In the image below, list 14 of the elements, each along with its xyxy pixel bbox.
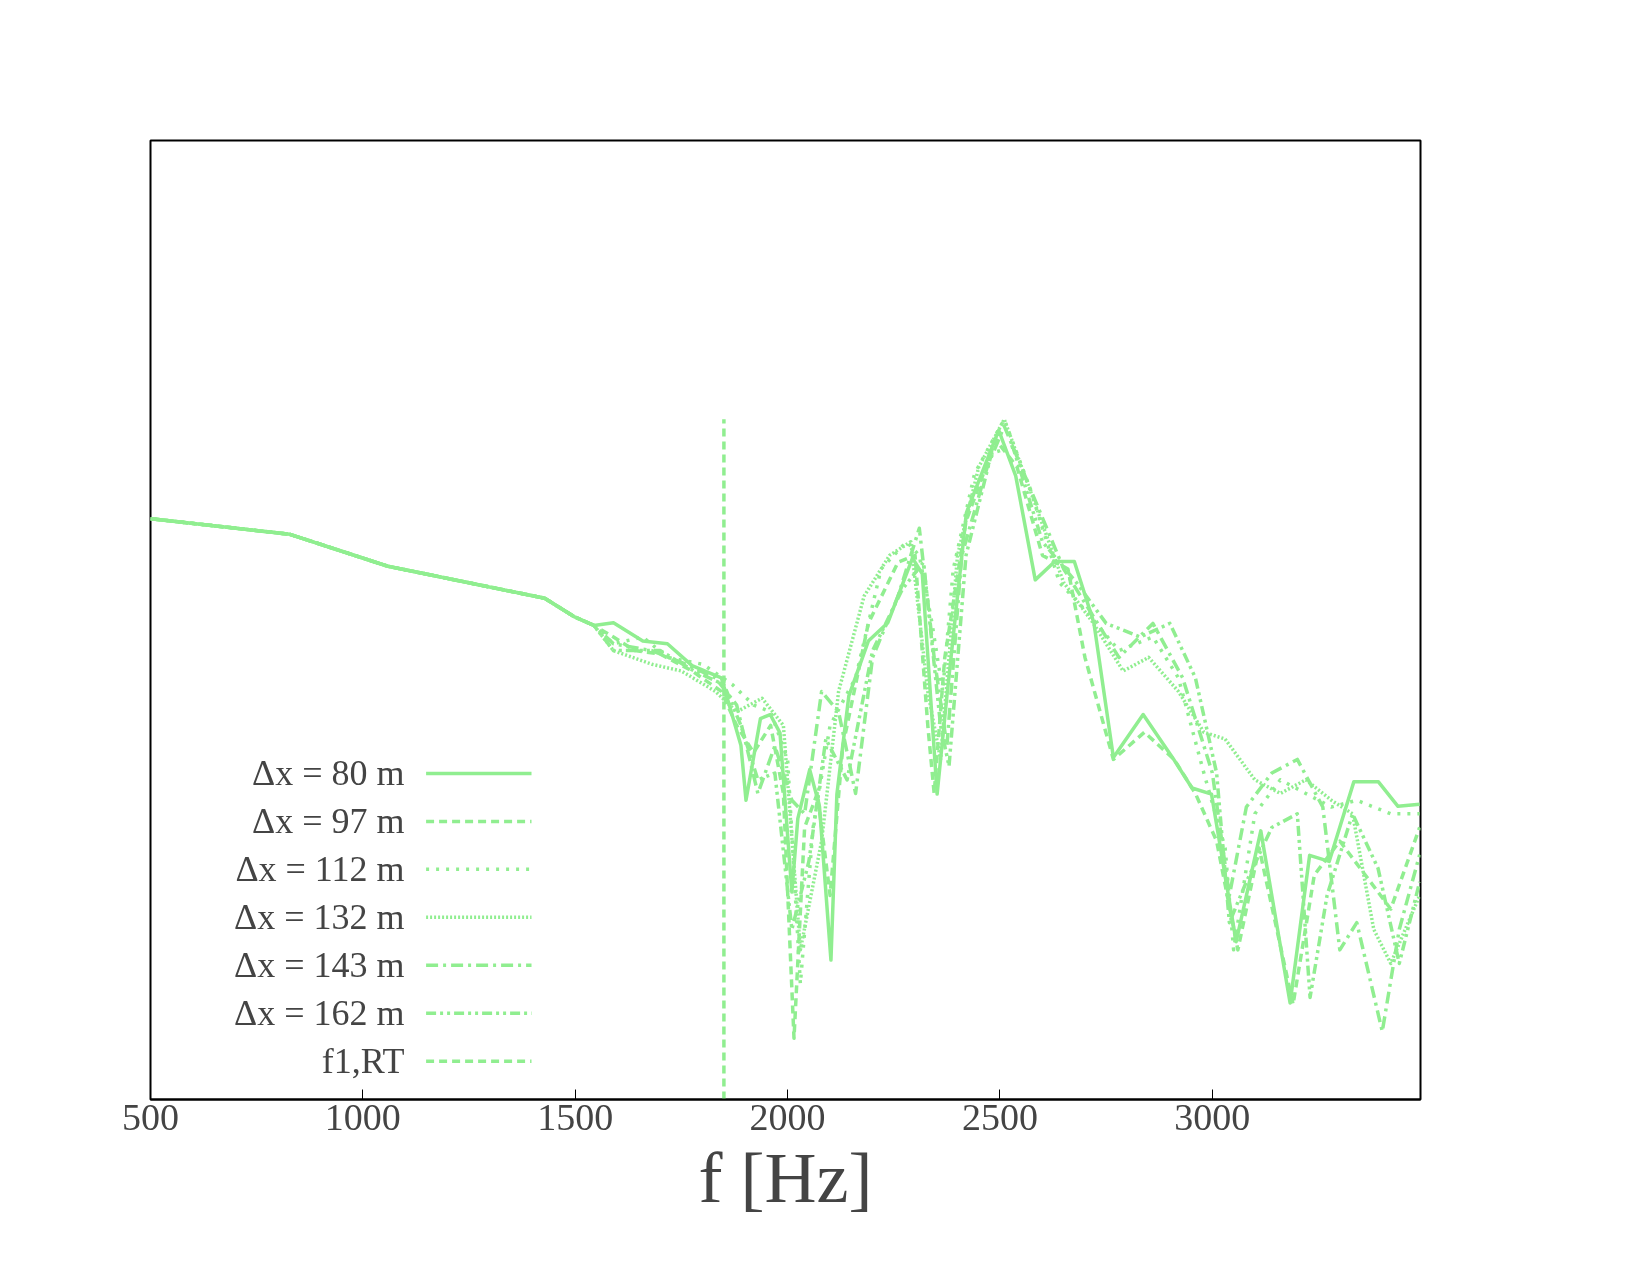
x-tick-label: 2000 bbox=[749, 1095, 826, 1138]
x-tick-label: 3000 bbox=[1174, 1095, 1251, 1138]
legend-label: f1,RT bbox=[321, 1041, 405, 1082]
x-tick-label: 1500 bbox=[537, 1095, 614, 1138]
legend-label: Δx = 97 m bbox=[252, 801, 405, 842]
legend-label: Δx = 112 m bbox=[235, 849, 405, 890]
x-tick-label: 500 bbox=[122, 1095, 179, 1138]
legend-label: Δx = 80 m bbox=[252, 753, 405, 794]
legend-label: Δx = 162 m bbox=[234, 993, 405, 1034]
x-tick-label: 2500 bbox=[962, 1095, 1038, 1138]
legend-label: Δx = 143 m bbox=[234, 945, 405, 986]
legend-label: Δx = 132 m bbox=[234, 897, 405, 938]
x-tick-label: 1000 bbox=[324, 1095, 401, 1138]
x-axis-title: f [Hz] bbox=[698, 1137, 873, 1218]
